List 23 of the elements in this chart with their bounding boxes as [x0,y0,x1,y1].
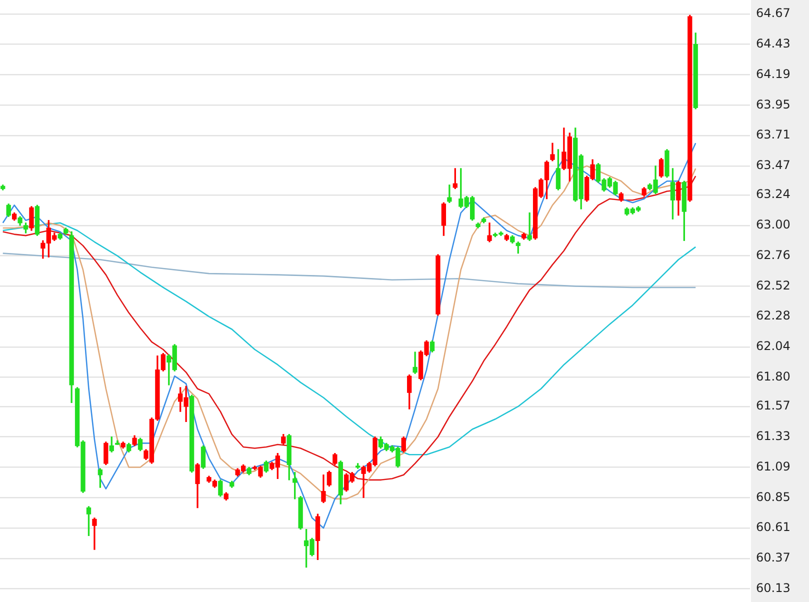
y-tick-label: 62.52 [756,278,790,292]
y-tick-label: 63.95 [756,97,790,112]
y-tick-label: 64.43 [756,36,790,51]
y-tick-label: 62.76 [756,248,790,262]
y-tick-label: 61.09 [756,459,790,474]
y-tick-label: 61.80 [756,369,790,384]
y-tick-label: 64.19 [756,66,790,81]
candlestick [92,518,97,550]
y-tick-label: 62.04 [756,339,790,354]
y-tick-label: 60.85 [756,490,790,504]
y-tick-label: 64.67 [756,6,790,20]
y-tick-label: 61.33 [756,428,790,443]
y-tick-label: 63.47 [756,158,790,172]
y-tick-label: 63.24 [756,187,790,202]
y-tick-label: 60.37 [756,550,790,565]
candlestick [412,352,418,374]
y-tick-label: 62.28 [756,308,790,323]
y-tick-label: 63.00 [756,218,790,232]
y-tick-label: 60.61 [756,520,790,534]
candlestick [447,184,452,203]
y-tick-label: 60.13 [756,580,790,595]
y-tick-label: 61.57 [756,398,790,413]
y-tick-label: 63.71 [756,128,790,142]
